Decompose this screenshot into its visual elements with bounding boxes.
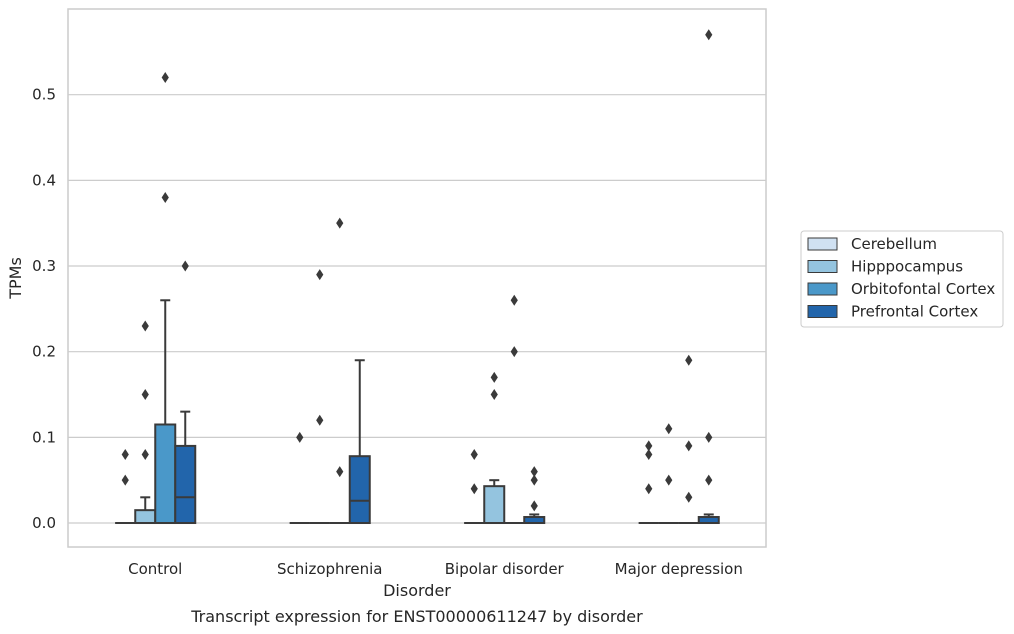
outlier-point bbox=[490, 371, 498, 383]
outlier-point bbox=[665, 474, 673, 486]
box-group bbox=[658, 423, 679, 525]
outlier-point bbox=[645, 448, 653, 460]
x-tick-label: Major depression bbox=[615, 560, 743, 578]
chart-caption: Transcript expression for ENST0000061124… bbox=[190, 607, 643, 626]
outlier-point bbox=[161, 72, 169, 84]
box-group bbox=[523, 466, 546, 525]
y-tick-labels: 0.0 0.1 0.2 0.3 0.4 0.5 bbox=[32, 86, 56, 532]
box-group bbox=[329, 217, 350, 525]
y-tick-label: 0.0 bbox=[32, 514, 56, 532]
box-group bbox=[638, 440, 659, 525]
box-group bbox=[289, 431, 310, 525]
outlier-point bbox=[510, 294, 518, 306]
outlier-point bbox=[470, 483, 478, 495]
outlier-point bbox=[470, 448, 478, 460]
y-tick-label: 0.2 bbox=[32, 343, 56, 361]
outlier-point bbox=[685, 354, 693, 366]
y-tick-label: 0.5 bbox=[32, 86, 56, 104]
x-axis-title: Disorder bbox=[383, 581, 451, 600]
x-tick-label: Control bbox=[128, 560, 182, 578]
outlier-point bbox=[530, 466, 538, 478]
legend-swatch bbox=[807, 260, 838, 273]
legend-label: Orbitofontal Cortex bbox=[851, 280, 995, 298]
box-group bbox=[483, 371, 506, 525]
box bbox=[483, 485, 506, 525]
boxes bbox=[115, 29, 720, 525]
outlier-point bbox=[685, 440, 693, 452]
box bbox=[134, 509, 157, 525]
box-group bbox=[174, 260, 197, 525]
outlier-point bbox=[336, 217, 344, 229]
box-group bbox=[134, 320, 157, 525]
box-group bbox=[697, 29, 720, 525]
outlier-point bbox=[530, 474, 538, 486]
outlier-point bbox=[181, 260, 189, 272]
legend-label: Hipppocampus bbox=[851, 258, 963, 276]
outlier-point bbox=[510, 346, 518, 358]
outlier-point bbox=[645, 440, 653, 452]
legend-swatch bbox=[807, 237, 838, 251]
outlier-point bbox=[141, 389, 149, 401]
outlier-point bbox=[316, 414, 324, 426]
outlier-point bbox=[141, 320, 149, 332]
box bbox=[154, 423, 177, 525]
box-group bbox=[309, 269, 330, 525]
outlier-point bbox=[141, 448, 149, 460]
box-group bbox=[115, 448, 136, 525]
outlier-point bbox=[705, 29, 713, 41]
outlier-point bbox=[705, 474, 713, 486]
outlier-point bbox=[161, 191, 169, 203]
legend: Cerebellum Hipppocampus Orbitofontal Corte… bbox=[800, 230, 1004, 328]
x-tick-label: Schizophrenia bbox=[277, 560, 382, 578]
outlier-point bbox=[705, 431, 713, 443]
y-tick-label: 0.4 bbox=[32, 171, 56, 189]
box-group bbox=[464, 448, 485, 525]
box-group bbox=[504, 294, 525, 525]
x-tick-labels: Control Schizophrenia Bipolar disorder Majo… bbox=[128, 560, 743, 578]
box bbox=[174, 444, 197, 525]
legend-label: Prefrontal Cortex bbox=[851, 303, 978, 321]
outlier-point bbox=[121, 474, 129, 486]
plot-frame bbox=[67, 8, 767, 548]
outlier-point bbox=[296, 431, 304, 443]
outlier-point bbox=[316, 269, 324, 281]
legend-label: Cerebellum bbox=[851, 235, 937, 253]
box bbox=[348, 455, 371, 525]
y-axis-title: TPMs bbox=[6, 257, 25, 300]
y-tick-label: 0.1 bbox=[32, 428, 56, 446]
y-tick-label: 0.3 bbox=[32, 257, 56, 275]
legend-frame bbox=[800, 230, 1004, 328]
outlier-point bbox=[530, 500, 538, 512]
box-group bbox=[678, 354, 699, 525]
outlier-point bbox=[490, 389, 498, 401]
outlier-point bbox=[665, 423, 673, 435]
outlier-point bbox=[121, 448, 129, 460]
outlier-point bbox=[685, 491, 693, 503]
x-tick-label: Bipolar disorder bbox=[445, 560, 565, 578]
outlier-point bbox=[645, 483, 653, 495]
legend-swatch bbox=[807, 282, 838, 296]
box-group bbox=[348, 359, 371, 525]
legend-swatch bbox=[807, 305, 838, 318]
outlier-point bbox=[336, 466, 344, 478]
